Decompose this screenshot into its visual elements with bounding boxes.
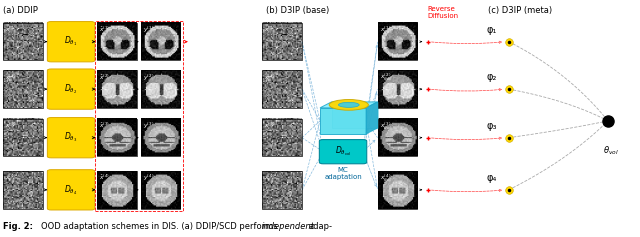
Bar [262, 70, 302, 108]
Text: φ₂: φ₂ [486, 72, 497, 82]
Bar [262, 23, 302, 60]
Text: $\hat{x}^{(2)}$: $\hat{x}^{(2)}$ [99, 72, 110, 82]
Bar [3, 23, 43, 60]
Text: $x_{\theta_{vol}}^{(1)}$: $x_{\theta_{vol}}^{(1)}$ [380, 25, 392, 37]
Text: MC
adaptation: MC adaptation [324, 167, 362, 180]
Bar [378, 70, 417, 108]
Text: independent: independent [262, 222, 315, 231]
Text: $x_t^{(4)}$: $x_t^{(4)}$ [5, 173, 17, 184]
Text: φ₁: φ₁ [486, 25, 497, 35]
Text: $y^{(1)}$: $y^{(1)}$ [143, 25, 154, 35]
Ellipse shape [329, 100, 369, 110]
FancyBboxPatch shape [47, 118, 95, 158]
Text: φ₃: φ₃ [486, 121, 497, 131]
FancyBboxPatch shape [47, 69, 95, 109]
Polygon shape [320, 102, 378, 108]
Bar [141, 119, 180, 156]
FancyBboxPatch shape [47, 22, 95, 62]
Text: $\hat{x}^{(4)}$: $\hat{x}^{(4)}$ [99, 173, 110, 182]
Bar [3, 171, 43, 209]
FancyBboxPatch shape [319, 140, 367, 164]
FancyBboxPatch shape [47, 170, 95, 210]
Polygon shape [332, 102, 378, 128]
Text: $\hat{x}^{(1)}$: $\hat{x}^{(1)}$ [99, 25, 110, 34]
Text: $\hat{x}^{(3)}$: $\hat{x}^{(3)}$ [99, 121, 110, 130]
Text: Fig. 2:: Fig. 2: [3, 222, 33, 231]
Text: $D_{\theta_{vol}}$: $D_{\theta_{vol}}$ [335, 145, 351, 159]
Text: Reverse
Diffusion: Reverse Diffusion [427, 6, 458, 19]
Text: $D_{\theta_2}$: $D_{\theta_2}$ [65, 82, 77, 96]
Text: $D_{\theta_3}$: $D_{\theta_3}$ [65, 131, 77, 145]
Bar [378, 119, 417, 156]
Bar [97, 171, 137, 209]
Text: $x_t^{(3)}$: $x_t^{(3)}$ [264, 121, 276, 132]
Bar [97, 23, 137, 60]
Bar [97, 70, 137, 108]
Bar [378, 23, 417, 60]
Bar [3, 70, 43, 108]
Polygon shape [366, 102, 378, 134]
Text: $D_{\theta_1}$: $D_{\theta_1}$ [65, 35, 77, 49]
Polygon shape [320, 108, 366, 134]
Text: OOD adaptation schemes in DIS. (a) DDIP/SCD performs: OOD adaptation schemes in DIS. (a) DDIP/… [41, 222, 280, 231]
Bar [378, 171, 417, 209]
Text: $x_t^{(3)}$: $x_t^{(3)}$ [5, 121, 17, 132]
Text: (b) D3IP (base): (b) D3IP (base) [266, 6, 329, 15]
Text: $x_t^{(1)}$: $x_t^{(1)}$ [264, 25, 276, 36]
Text: $x_t^{(2)}$: $x_t^{(2)}$ [5, 72, 17, 84]
Text: $D_{\theta_4}$: $D_{\theta_4}$ [65, 183, 77, 197]
Text: $x_t^{(2)}$: $x_t^{(2)}$ [264, 72, 276, 84]
Text: (a) DDIP: (a) DDIP [3, 6, 38, 15]
Bar [262, 119, 302, 156]
Ellipse shape [339, 102, 359, 107]
Bar [95, 21, 183, 211]
Bar [97, 119, 137, 156]
Text: $x_{\theta_{vol}}^{(2)}$: $x_{\theta_{vol}}^{(2)}$ [380, 72, 392, 84]
Bar [141, 171, 180, 209]
Text: $y^{(2)}$: $y^{(2)}$ [143, 72, 154, 82]
Text: $y^{(4)}$: $y^{(4)}$ [143, 173, 154, 183]
Text: $y^{(3)}$: $y^{(3)}$ [143, 121, 154, 131]
Text: (c) D3IP (meta): (c) D3IP (meta) [488, 6, 552, 15]
Text: $\theta_{vol}$: $\theta_{vol}$ [604, 145, 619, 157]
Text: adap-: adap- [308, 222, 333, 231]
Text: $x_t^{(4)}$: $x_t^{(4)}$ [264, 173, 276, 184]
Text: $x_{\theta_{vol}}^{(4)}$: $x_{\theta_{vol}}^{(4)}$ [380, 173, 392, 185]
Text: $x_t^{(1)}$: $x_t^{(1)}$ [5, 25, 17, 36]
Bar [3, 119, 43, 156]
Text: φ₄: φ₄ [486, 173, 497, 183]
Bar [141, 23, 180, 60]
Text: $x_{\theta_{vol}}^{(3)}$: $x_{\theta_{vol}}^{(3)}$ [380, 121, 392, 133]
Bar [262, 171, 302, 209]
Bar [141, 70, 180, 108]
